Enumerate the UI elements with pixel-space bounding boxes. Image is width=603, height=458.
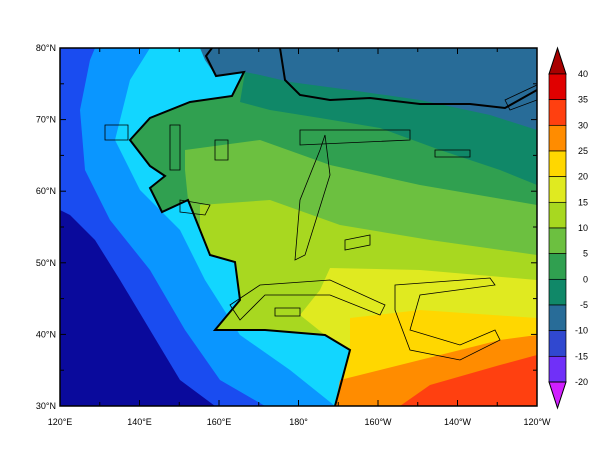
colorbar-label: -5	[580, 300, 588, 310]
y-tick-label: 30°N	[36, 401, 56, 411]
coastline-alaska	[279, 48, 537, 110]
colorbar-segment	[548, 253, 567, 280]
colorbar-label: 10	[578, 223, 588, 233]
colorbar-segment	[548, 150, 567, 178]
x-tick-label: 160°E	[207, 417, 232, 427]
y-tick-label: 80°N	[36, 43, 56, 53]
x-tick-label: 120°E	[48, 417, 73, 427]
colorbar-label: 25	[578, 146, 588, 156]
x-tick-label: 120°W	[523, 417, 551, 427]
colorbar-label: 40	[578, 69, 588, 79]
colorbar-label: -10	[575, 326, 588, 336]
colorbar-segment	[548, 304, 567, 332]
colorbar-label: 35	[578, 95, 588, 105]
colorbar-extend-min	[548, 381, 567, 410]
colorbar-segment	[548, 227, 567, 255]
colorbar-extend-max	[548, 46, 567, 75]
colorbar-label: 5	[583, 249, 588, 259]
y-tick-label: 70°N	[36, 115, 56, 125]
colorbar-segment	[548, 201, 567, 229]
y-tick-label: 60°N	[36, 186, 56, 196]
colorbar: 40 35 30 25 20 15 10 5 0 -5 -10 -15 -20	[548, 46, 588, 410]
colorbar-label: 30	[578, 120, 588, 130]
x-tick-label: 140°W	[444, 417, 472, 427]
colorbar-label: -15	[575, 351, 588, 361]
field-band-30-35	[400, 355, 537, 406]
colorbar-label: 15	[578, 197, 588, 207]
colorbar-segment	[548, 278, 567, 306]
colorbar-segment	[548, 99, 567, 126]
x-tick-label: 140°E	[127, 417, 152, 427]
field-band-teal	[200, 48, 537, 130]
coastline	[128, 48, 352, 406]
x-tick-label: 180°	[289, 417, 308, 427]
colorbar-segment	[548, 355, 567, 383]
colorbar-segment	[548, 330, 567, 357]
colorbar-label: -20	[575, 377, 588, 387]
y-tick-label: 40°N	[36, 329, 56, 339]
x-tick-label: 160°W	[364, 417, 392, 427]
map-field	[60, 48, 537, 406]
colorbar-segment	[548, 124, 567, 152]
contour-lines	[104, 84, 537, 361]
y-tick-label: 50°N	[36, 258, 56, 268]
axes: 120°E 140°E 160°E 180° 160°W 140°W 120°W 30°N 40…	[36, 43, 551, 427]
colorbar-label: 0	[583, 274, 588, 284]
colorbar-segment	[548, 176, 567, 203]
colorbar-segment	[548, 73, 567, 101]
colorbar-label: 20	[578, 172, 588, 182]
